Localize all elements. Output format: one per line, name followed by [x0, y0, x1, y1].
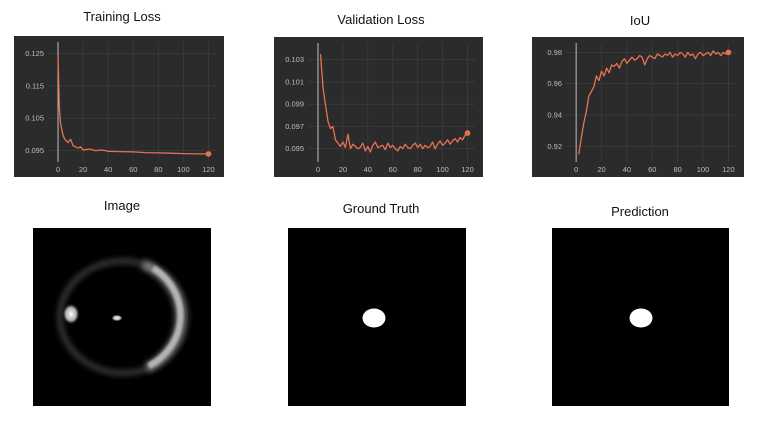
x-tick-label: 100 [177, 165, 190, 174]
series-last-point [464, 130, 471, 136]
chart-validation-loss: 0.095 0.097 0.099 0.101 0.103 0 20 40 60 80 100 120 [274, 37, 483, 177]
image-center-spot [111, 314, 123, 322]
chart-title-training-loss: Training Loss [83, 9, 161, 24]
series-line [319, 54, 468, 153]
image-ring-glow-arc [140, 259, 186, 373]
x-tick-label: 0 [316, 165, 320, 174]
y-tick-label: 0.099 [285, 100, 304, 109]
chart-iou-svg: 0.92 0.94 0.96 0.98 0 20 40 60 80 100 120 [547, 43, 736, 174]
panel-title-prediction: Prediction [611, 204, 669, 219]
x-tick-label: 60 [129, 165, 137, 174]
y-tick-label: 0.94 [547, 111, 562, 120]
x-tick-label: 120 [202, 165, 215, 174]
x-tick-label: 80 [673, 165, 681, 174]
ground-truth-mask [288, 228, 466, 406]
x-tick-label: 40 [623, 165, 631, 174]
image-ring-faint [57, 258, 189, 376]
y-tick-label: 0.095 [285, 144, 304, 153]
x-tick-label: 120 [461, 165, 474, 174]
x-tick-label: 80 [413, 165, 421, 174]
input-image-svg [33, 228, 211, 406]
series-last-point [725, 49, 732, 56]
chart-training-loss: 0.095 0.105 0.115 0.125 0 20 40 60 80 100 120 [14, 36, 224, 177]
input-image [33, 228, 211, 406]
x-tick-label: 40 [364, 165, 372, 174]
x-tick-label: 0 [574, 165, 578, 174]
chart-title-iou: IoU [629, 13, 651, 28]
prediction-blob [629, 308, 653, 328]
chart-training-loss-svg: 0.095 0.105 0.115 0.125 0 20 40 60 80 100 120 [25, 42, 216, 174]
x-tick-label: 80 [154, 165, 162, 174]
series-line [57, 54, 209, 155]
x-tick-label: 100 [697, 165, 710, 174]
x-tick-label: 0 [56, 165, 60, 174]
panel-title-ground-truth: Ground Truth [342, 201, 420, 216]
x-tick-label: 60 [648, 165, 656, 174]
y-tick-label: 0.96 [547, 79, 562, 88]
image-left-spot [62, 303, 80, 325]
prediction-svg [552, 228, 729, 406]
series-last-point [205, 151, 212, 157]
y-tick-label: 0.103 [285, 55, 304, 64]
ground-truth-svg [288, 228, 466, 406]
chart-validation-loss-svg: 0.095 0.097 0.099 0.101 0.103 0 20 40 60 80 100 120 [285, 43, 475, 174]
chart-title-validation-loss: Validation Loss [337, 12, 425, 27]
ground-truth-blob [362, 308, 386, 328]
series-line [578, 50, 729, 155]
prediction-mask [552, 228, 729, 406]
x-tick-label: 20 [597, 165, 605, 174]
panel-title-image: Image [103, 198, 141, 213]
chart-iou: 0.92 0.94 0.96 0.98 0 20 40 60 80 100 120 [532, 37, 744, 177]
y-tick-label: 0.115 [26, 81, 44, 90]
x-tick-label: 60 [389, 165, 397, 174]
y-tick-label: 0.125 [25, 49, 44, 58]
x-tick-label: 20 [339, 165, 347, 174]
y-tick-label: 0.92 [547, 142, 562, 151]
y-tick-label: 0.095 [25, 146, 44, 155]
x-tick-label: 100 [436, 165, 449, 174]
y-tick-label: 0.101 [285, 77, 304, 86]
x-tick-label: 40 [104, 165, 112, 174]
x-tick-label: 20 [79, 165, 87, 174]
y-tick-label: 0.98 [547, 48, 562, 57]
y-tick-label: 0.097 [285, 122, 304, 131]
y-tick-label: 0.105 [25, 114, 44, 123]
x-tick-label: 120 [722, 165, 735, 174]
